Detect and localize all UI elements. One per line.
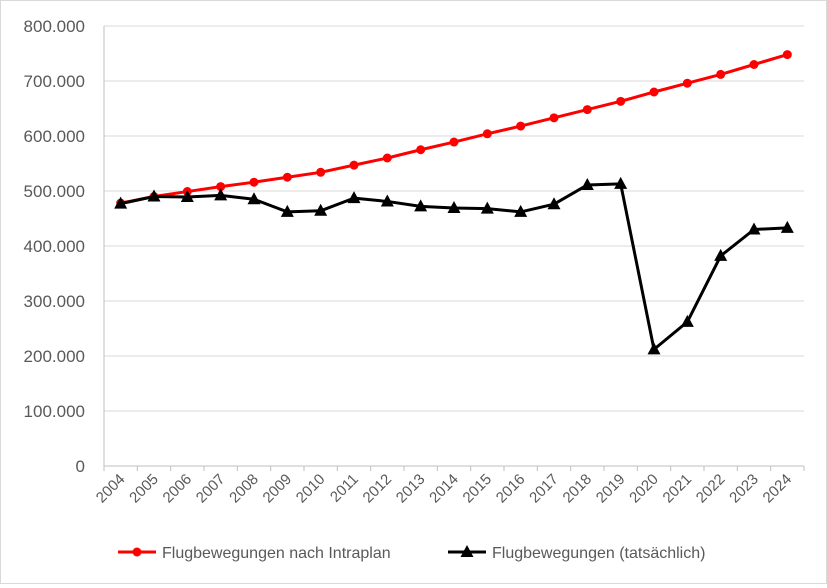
legend-label-intraplan: Flugbewegungen nach Intraplan [162,545,391,562]
y-axis-tick-labels: 0 100.000 200.000 300.000 400.000 500.000 600.… [24,17,85,476]
y-tick-label: 300.000 [24,292,85,311]
data-point-intraplan [716,69,726,79]
axes [103,26,805,471]
data-point-actual [514,204,528,217]
y-tick-label: 600.000 [24,127,85,146]
x-tick-label: 2010 [293,471,329,507]
y-tick-label: 700.000 [24,72,85,91]
data-point-intraplan [649,87,659,97]
x-tick-label: 2021 [660,471,696,507]
data-point-actual [447,201,461,214]
x-tick-label: 2004 [93,471,129,507]
y-tick-label: 800.000 [24,17,85,36]
x-axis-tick-labels: 2004200520062007200820092010201120122013… [93,471,795,507]
x-tick-label: 2012 [360,471,396,507]
x-tick-label: 2023 [726,471,762,507]
data-point-actual [714,248,728,261]
y-tick-label: 400.000 [24,237,85,256]
data-point-actual [147,189,161,202]
data-point-intraplan [282,172,292,182]
data-point-actual [747,222,761,235]
legend-marker-actual [460,545,474,557]
data-point-intraplan [549,113,559,123]
data-point-actual [380,194,394,207]
series-group [114,50,794,355]
data-point-intraplan [616,96,626,106]
data-point-intraplan [249,177,259,187]
data-point-actual [114,196,128,209]
data-point-intraplan [482,129,492,139]
data-point-intraplan [349,160,359,170]
x-tick-label: 2019 [593,471,629,507]
x-tick-label: 2015 [460,471,496,507]
x-tick-label: 2008 [226,471,262,507]
x-tick-label: 2018 [560,471,596,507]
y-tick-label: 100.000 [24,402,85,421]
x-tick-label: 2005 [126,471,162,507]
data-point-actual [214,188,228,201]
x-tick-label: 2009 [260,471,296,507]
data-point-intraplan [782,50,792,60]
data-point-actual [280,204,294,217]
data-point-actual [314,203,328,216]
data-point-actual [680,314,694,327]
gridlines [104,25,804,412]
data-point-actual [347,191,361,204]
x-tick-label: 2014 [426,471,462,507]
data-point-actual [780,220,794,233]
data-point-intraplan [216,182,226,192]
legend-marker-intraplan [132,547,142,557]
data-point-actual [614,176,628,189]
x-tick-label: 2007 [193,471,229,507]
x-tick-label: 2022 [693,471,729,507]
data-point-actual [180,190,194,203]
x-tick-label: 2013 [393,471,429,507]
data-point-actual [547,197,561,210]
y-tick-label: 0 [76,457,85,476]
data-point-actual [414,199,428,212]
data-point-intraplan [682,78,692,88]
x-tick-label: 2011 [327,471,362,506]
data-point-intraplan [316,167,326,177]
data-point-intraplan [382,153,392,163]
x-tick-label: 2006 [160,471,196,507]
x-tick-label: 2024 [760,471,796,507]
y-tick-label: 200.000 [24,347,85,366]
x-tick-label: 2017 [526,471,562,507]
data-point-intraplan [449,137,459,147]
data-point-actual [480,201,494,214]
data-point-intraplan [516,121,526,131]
x-tick-label: 2020 [626,471,662,507]
data-point-actual [580,177,594,190]
data-point-intraplan [416,145,426,155]
y-tick-label: 500.000 [24,182,85,201]
data-point-actual [247,192,261,205]
data-point-intraplan [582,105,592,115]
data-point-intraplan [749,60,759,69]
x-tick-label: 2016 [493,471,529,507]
series-line-intraplan [120,53,788,205]
legend: Flugbewegungen nach Intraplan Flugbewegun… [118,545,705,562]
legend-label-actual: Flugbewegungen (tatsächlich) [492,545,705,562]
data-point-actual [647,342,661,355]
